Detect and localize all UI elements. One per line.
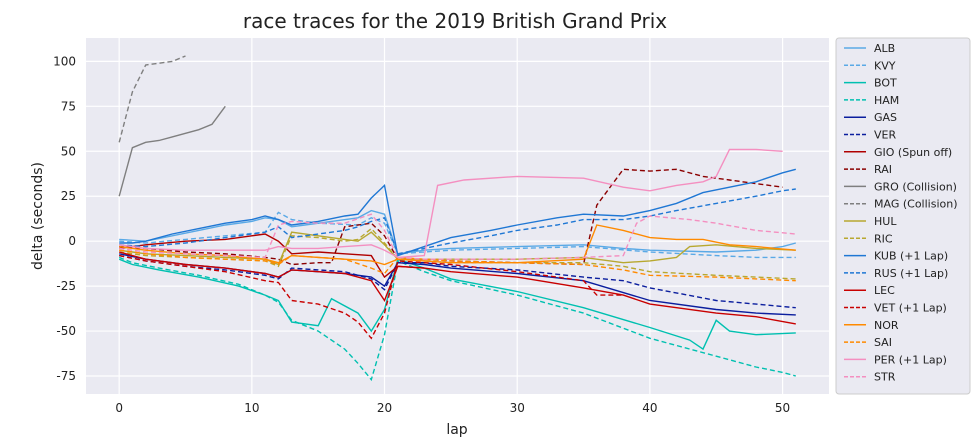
series-line-bot (118, 258, 796, 351)
series-layer (118, 55, 796, 382)
grid-lines (86, 38, 829, 394)
legend-label: HUL (874, 215, 897, 228)
series-line-nor (119, 224, 796, 266)
legend-label: PER (+1 Lap) (874, 353, 947, 366)
series-line-alb (119, 209, 796, 255)
legend-label: HAM (874, 94, 899, 107)
y-tick-label: 0 (68, 234, 76, 248)
legend-label: LEC (874, 284, 895, 297)
x-tick-label: 50 (775, 401, 790, 415)
legend-label: BOT (874, 77, 897, 90)
legend-label: GAS (874, 111, 897, 124)
series-line-ver (119, 254, 796, 309)
series-line-str (119, 213, 796, 260)
series-line-gro (118, 105, 226, 197)
y-tick-label: 50 (61, 144, 76, 158)
legend-label: VER (874, 129, 896, 142)
legend-label: VET (+1 Lap) (874, 302, 947, 315)
legend-label: GIO (Spun off) (874, 146, 952, 159)
legend-label: ALB (874, 42, 895, 55)
x-tick-label: 0 (115, 401, 123, 415)
series-line-vet (119, 254, 624, 340)
legend-box (835, 37, 971, 395)
legend-label: RIC (874, 232, 893, 245)
legend-label: KVY (874, 59, 896, 72)
chart-title: race traces for the 2019 British Grand P… (243, 9, 667, 33)
series-line-lec (119, 251, 796, 325)
y-tick-label: 25 (61, 189, 76, 203)
series-line-mag (118, 55, 186, 143)
legend: ALB KVY BOT HAM GAS VER GIO (Spun off) RAI GRO (… (835, 37, 971, 395)
x-tick-label: 40 (642, 401, 657, 415)
legend-label: NOR (874, 319, 899, 332)
x-tick-label: 20 (377, 401, 392, 415)
legend-label: KUB (+1 Lap) (874, 250, 948, 263)
y-tick-label: 100 (53, 54, 76, 68)
legend-label: RUS (+1 Lap) (874, 267, 948, 280)
y-tick-label: -50 (56, 324, 76, 338)
y-axis-label: delta (seconds) (30, 162, 46, 270)
legend-label: RAI (874, 163, 892, 176)
plot-area (86, 38, 829, 394)
series-line-kvy (119, 211, 796, 259)
y-tick-labels: -75 -50 -25 0 25 50 75 100 (53, 54, 76, 383)
legend-label: MAG (Collision) (874, 198, 958, 211)
series-line-per (119, 148, 783, 259)
x-tick-label: 10 (244, 401, 259, 415)
y-tick-label: -25 (56, 279, 76, 293)
y-tick-label: -75 (56, 369, 76, 383)
series-line-kub (119, 168, 796, 257)
legend-label: GRO (Collision) (874, 180, 957, 193)
legend-label: STR (874, 371, 896, 384)
x-axis-label: lap (446, 422, 467, 438)
series-line-sai (119, 249, 796, 282)
series-line-ham (118, 256, 796, 382)
x-tick-labels: 0 10 20 30 40 50 (115, 401, 790, 415)
x-tick-label: 30 (510, 401, 525, 415)
y-tick-label: 75 (61, 99, 76, 113)
legend-label: SAI (874, 336, 892, 349)
